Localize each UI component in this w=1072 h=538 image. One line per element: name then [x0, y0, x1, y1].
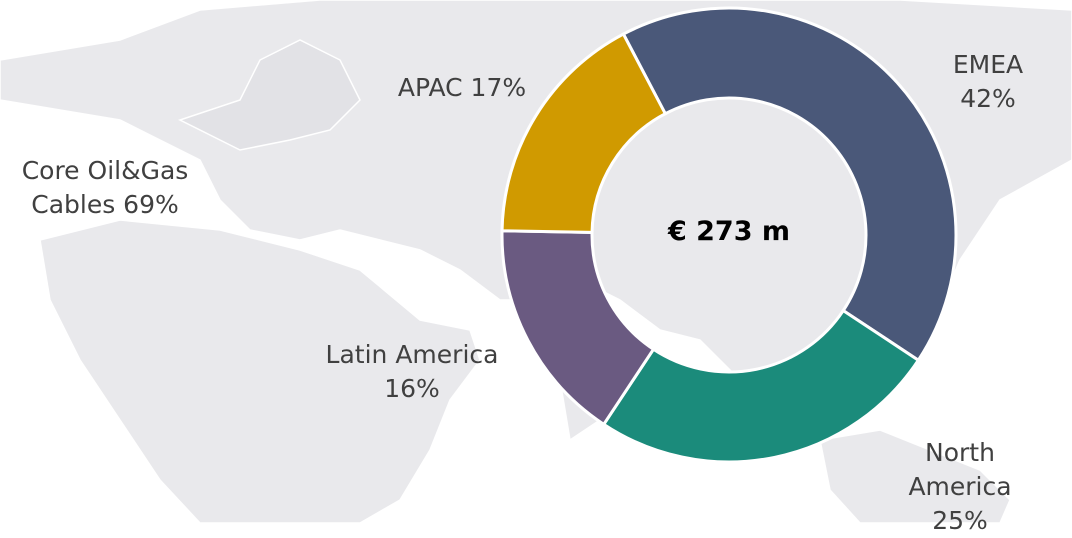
- data-label: Latin America 16%: [325, 340, 499, 403]
- donut-segment: [601, 308, 921, 464]
- center-label: € 273 m: [667, 216, 791, 247]
- donut-segment: [500, 32, 668, 234]
- donut: [500, 6, 958, 464]
- data-label: APAC 17%: [397, 73, 527, 102]
- donut-segment: [621, 6, 958, 363]
- data-label: EMEA 42%: [952, 50, 1024, 113]
- annotation: Core Oil&Gas Cables 69%: [21, 156, 189, 219]
- chart: [0, 0, 1072, 523]
- data-label: North America 25%: [908, 438, 1012, 535]
